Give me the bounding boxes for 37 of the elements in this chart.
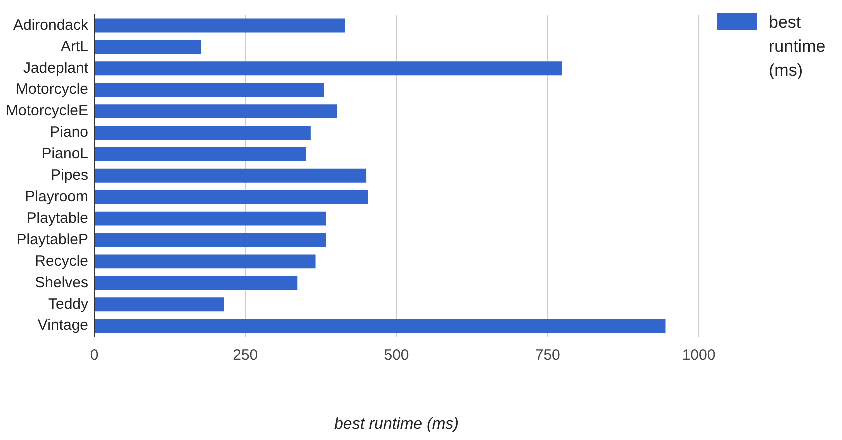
- bar: [95, 276, 298, 290]
- x-tick-label: 250: [233, 346, 258, 364]
- y-tick-label: Playtable: [26, 210, 89, 227]
- x-axis-title: best runtime (ms): [334, 416, 459, 433]
- x-tick-label: 1000: [682, 346, 716, 364]
- bar: [95, 83, 324, 98]
- bar: [95, 233, 326, 248]
- y-tick-label: Pipes: [50, 167, 89, 184]
- bar: [95, 40, 202, 54]
- legend-label: best runtime (ms): [769, 12, 827, 82]
- bar: [95, 254, 316, 269]
- y-tick-label: Recycle: [35, 252, 89, 270]
- bar: [95, 62, 562, 76]
- y-tick-label: ArtL: [61, 38, 89, 56]
- bar: [95, 319, 666, 334]
- x-tick-label: 0: [90, 346, 99, 364]
- bar: [95, 168, 367, 183]
- bar: [95, 126, 311, 140]
- y-tick-label: Teddy: [48, 296, 90, 313]
- y-tick-label: Jadeplant: [23, 60, 90, 77]
- y-tick-label: Motorcycle: [16, 81, 89, 98]
- y-tick-label: MotorcycleE: [6, 102, 89, 120]
- y-tick-label: Playroom: [25, 188, 89, 206]
- bar: [95, 212, 326, 226]
- bar: [95, 18, 346, 33]
- bar: [95, 298, 224, 312]
- bar: [95, 147, 306, 162]
- y-tick-label: Shelves: [35, 274, 89, 292]
- x-tick-label: 750: [535, 346, 560, 364]
- y-tick-label: PlaytableP: [16, 231, 89, 248]
- bar: [95, 190, 368, 204]
- y-tick-label: Vintage: [38, 317, 89, 334]
- y-tick-label: Adirondack: [13, 16, 90, 34]
- y-tick-label: PianoL: [42, 146, 89, 163]
- bar: [95, 104, 338, 119]
- x-tick-label: 500: [384, 346, 410, 364]
- y-tick-label: Piano: [50, 124, 89, 142]
